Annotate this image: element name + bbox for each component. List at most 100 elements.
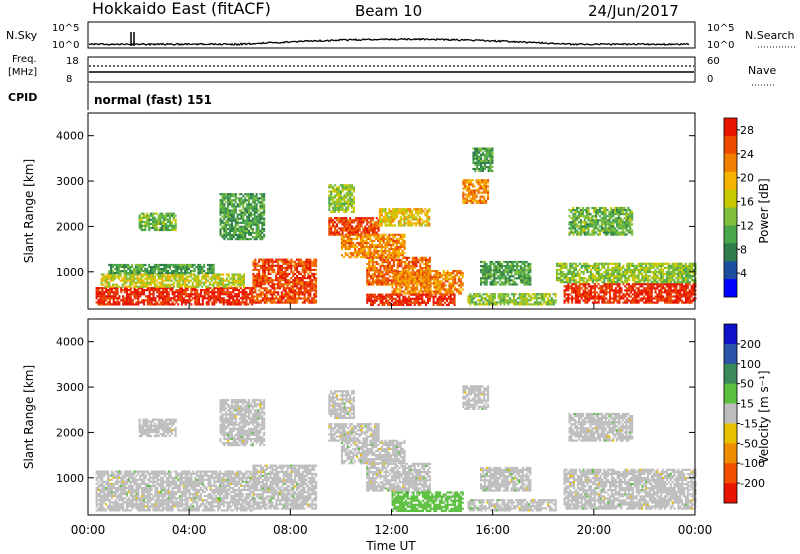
power-cell <box>168 272 171 275</box>
power-cell <box>337 210 340 213</box>
power-cell <box>435 288 438 291</box>
power-cell <box>406 299 409 302</box>
power-cell <box>303 297 306 300</box>
power-cell <box>269 281 272 284</box>
power-cell <box>273 268 276 271</box>
power-cell <box>208 270 211 273</box>
power-cell <box>485 283 488 286</box>
power-cell <box>106 285 109 288</box>
power-cell <box>174 270 177 273</box>
power-cell <box>607 301 610 304</box>
power-cell <box>246 221 249 224</box>
power-cell <box>221 207 224 210</box>
power-cell <box>167 283 170 286</box>
power-cell <box>205 279 208 282</box>
power-cell <box>573 283 576 286</box>
power-cell <box>165 265 168 269</box>
power-cell <box>446 288 449 291</box>
power-cell <box>378 245 381 249</box>
power-cell <box>186 279 189 282</box>
power-cell <box>186 283 189 286</box>
power-cell <box>208 277 211 280</box>
power-cell <box>144 270 147 273</box>
power-cell <box>232 219 235 222</box>
power-cell <box>206 270 209 273</box>
power-cell <box>469 179 472 182</box>
power-cell <box>508 277 511 280</box>
power-cell <box>192 297 195 300</box>
power-cell <box>221 236 224 239</box>
power-cell <box>224 301 227 304</box>
power-cell <box>201 303 204 306</box>
power-cell <box>143 303 146 306</box>
power-cell <box>390 256 393 259</box>
power-cell <box>348 248 351 251</box>
power-cell <box>471 185 474 188</box>
power-cell <box>574 289 577 292</box>
power-cell <box>227 197 230 200</box>
power-cell <box>238 236 241 239</box>
power-cell <box>288 281 291 284</box>
power-cell <box>345 227 348 230</box>
power-cell <box>407 220 410 223</box>
power-cell <box>151 272 154 275</box>
power-cell <box>481 161 484 164</box>
power-cell <box>437 288 440 291</box>
power-cell <box>478 299 481 302</box>
power-cell <box>403 241 406 245</box>
power-cell <box>260 279 263 282</box>
power-cell <box>221 219 224 222</box>
power-cell <box>437 270 440 273</box>
power-cell <box>425 293 428 296</box>
power-cell <box>124 303 127 306</box>
power-cell <box>330 184 333 187</box>
power-cell <box>263 297 266 300</box>
power-cell <box>352 229 355 232</box>
power-cell <box>485 185 488 188</box>
power-cell <box>622 295 625 298</box>
power-cell <box>356 227 359 230</box>
power-cell <box>251 297 254 300</box>
power-cell <box>335 204 338 207</box>
power-cell <box>464 187 467 190</box>
power-cell <box>123 263 126 267</box>
power-cell <box>413 256 416 259</box>
power-cell <box>234 227 237 230</box>
power-cell <box>366 221 369 224</box>
power-cell <box>238 197 241 200</box>
power-cell <box>282 260 285 263</box>
power-cell <box>425 303 428 306</box>
power-cell <box>406 288 409 291</box>
power-cell <box>129 303 132 306</box>
power-cell <box>236 219 239 222</box>
power-cell <box>425 278 428 281</box>
power-cell <box>108 287 111 290</box>
power-cell <box>399 286 402 289</box>
power-cell <box>219 217 222 220</box>
power-cell <box>345 194 348 197</box>
power-cell <box>483 269 486 272</box>
power-cell <box>254 291 257 294</box>
power-cell <box>254 277 257 280</box>
power-cell <box>178 283 181 286</box>
power-cell <box>574 283 577 286</box>
power-cell <box>328 208 331 211</box>
power-cell <box>417 301 420 304</box>
power-cell <box>514 303 517 306</box>
power-cell <box>377 277 380 280</box>
power-cell <box>136 285 139 288</box>
power-cell <box>516 303 519 306</box>
power-cell <box>138 279 141 282</box>
power-cell <box>489 271 492 274</box>
power-cell <box>125 287 128 290</box>
power-cell <box>105 291 108 294</box>
power-cell <box>554 293 557 296</box>
power-cell <box>175 289 178 292</box>
power-cell <box>203 289 206 292</box>
power-cell <box>505 293 508 296</box>
power-cell <box>370 260 373 264</box>
power-cell <box>176 275 179 278</box>
power-cell <box>506 267 509 270</box>
power-cell <box>388 224 391 227</box>
power-cell <box>261 236 264 239</box>
